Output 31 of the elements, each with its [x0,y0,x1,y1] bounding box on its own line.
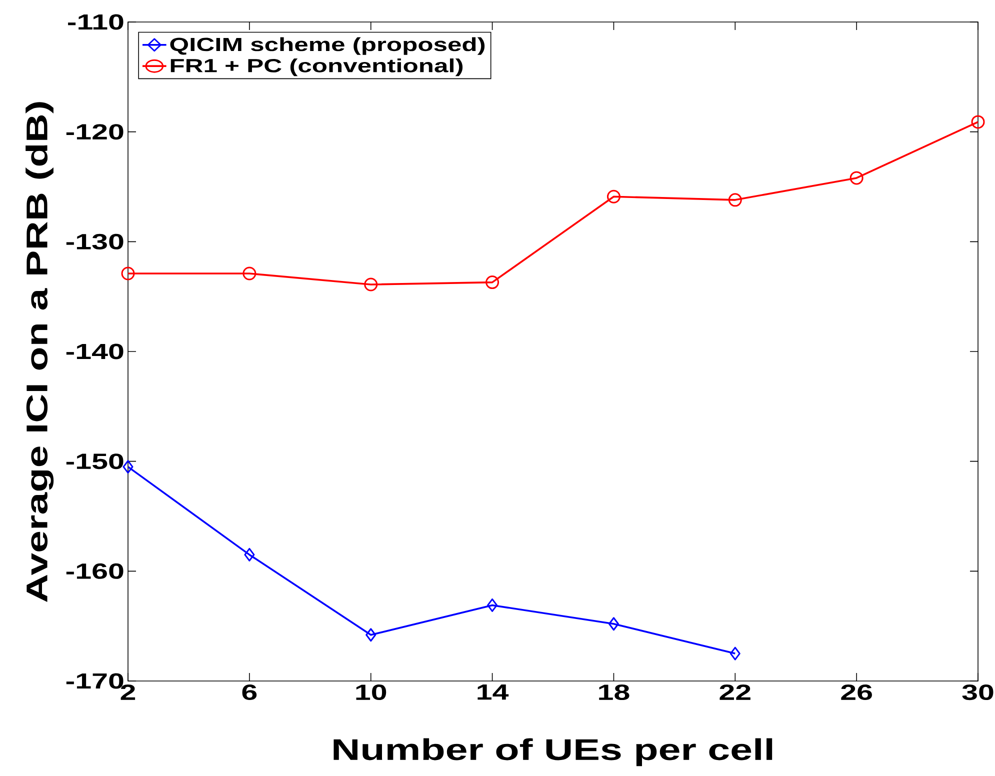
y-tick-label: -150 [66,454,124,470]
point [728,193,742,207]
point [608,617,619,631]
point [487,598,498,612]
x-tick-label: 10 [356,684,386,700]
point [244,548,255,562]
y-tick-label: -110 [68,14,124,30]
x-tick-label: 22 [720,684,750,700]
point [606,190,620,204]
x-tick-label: 30 [962,684,994,700]
x-tick-label: 18 [599,684,630,700]
point [366,628,376,642]
legend-label: FR1 + PC (conventional) [170,58,463,76]
point [364,278,378,292]
point [971,115,985,129]
y-axis-title: Average ICI on a PRB (dB) [26,102,54,602]
point [850,171,864,185]
y-tick-label: -160 [66,563,124,579]
y-tick-label: -130 [66,234,124,250]
x-tick-label: 14 [478,684,509,700]
point [242,266,256,280]
x-tick-label: 6 [242,684,257,700]
legend-label: QICIM scheme (proposed) [170,37,485,55]
y-tick-label: -120 [66,124,124,140]
point [121,266,135,280]
point [122,460,134,474]
point [730,646,740,660]
point [486,276,500,290]
x-tick-label: 26 [841,684,872,700]
x-axis-title: Number of UEs per cell [334,738,772,766]
y-tick-label: -140 [66,344,124,360]
